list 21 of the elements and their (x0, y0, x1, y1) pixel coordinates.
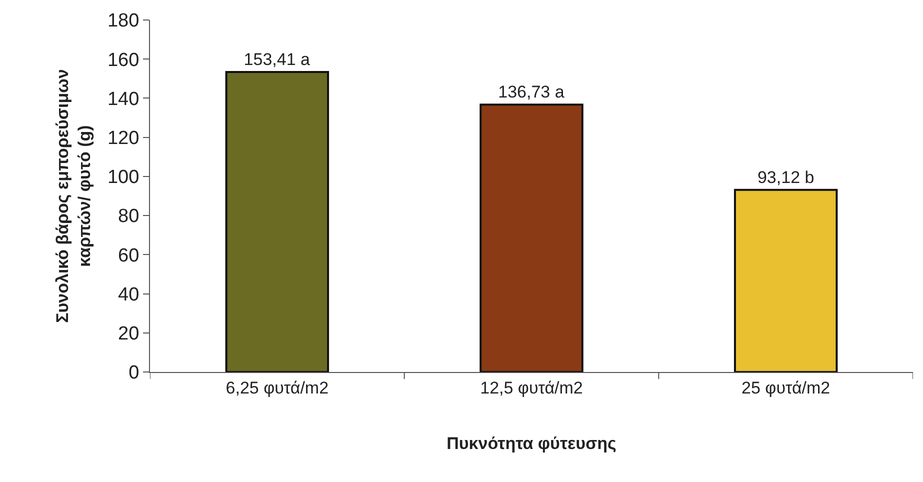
y-axis-title: Συνολικό βάρος εμπορεύσιμων καρπών/ φυτό (g) (52, 69, 94, 323)
y-tick-label: 180 (107, 10, 140, 32)
data-label: 153,41 a (244, 50, 311, 69)
data-label: 136,73 a (498, 82, 565, 102)
y-tick-label: 0 (128, 362, 140, 384)
x-tick-label: 25 φυτά/m2 (742, 378, 830, 398)
y-tick-label: 60 (118, 245, 140, 266)
data-label: 93,12 b (757, 168, 814, 187)
x-tick-label: 6,25 φυτά/m2 (226, 378, 329, 398)
y-tick-label: 80 (118, 206, 140, 228)
y-tick-label: 120 (107, 128, 140, 149)
bar (734, 188, 838, 372)
y-tick-label: 40 (118, 284, 140, 306)
bar (225, 71, 330, 372)
bar (480, 104, 584, 372)
x-axis-title: Πυκνότητα φύτευσης (446, 434, 617, 453)
y-tick-label: 140 (107, 88, 140, 110)
y-tick-label: 20 (118, 324, 140, 345)
y-tick-label: 100 (107, 167, 140, 188)
y-tick-label: 160 (107, 50, 140, 71)
x-tick-label: 12,5 φυτά/m2 (480, 378, 583, 398)
